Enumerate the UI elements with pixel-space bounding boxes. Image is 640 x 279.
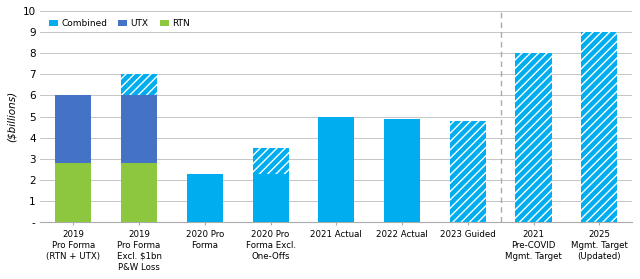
Bar [318,117,355,222]
Bar [515,53,552,222]
Bar [55,95,92,163]
Bar [121,163,157,222]
Bar [450,121,486,222]
Bar [581,32,618,222]
Bar [55,163,92,222]
Bar [253,148,289,174]
Bar [121,74,157,95]
Bar [187,174,223,222]
Bar [253,174,289,222]
Bar [384,119,420,222]
Legend: Combined, UTX, RTN: Combined, UTX, RTN [45,15,193,32]
Bar [121,95,157,163]
Y-axis label: ($billions): ($billions) [7,91,17,142]
